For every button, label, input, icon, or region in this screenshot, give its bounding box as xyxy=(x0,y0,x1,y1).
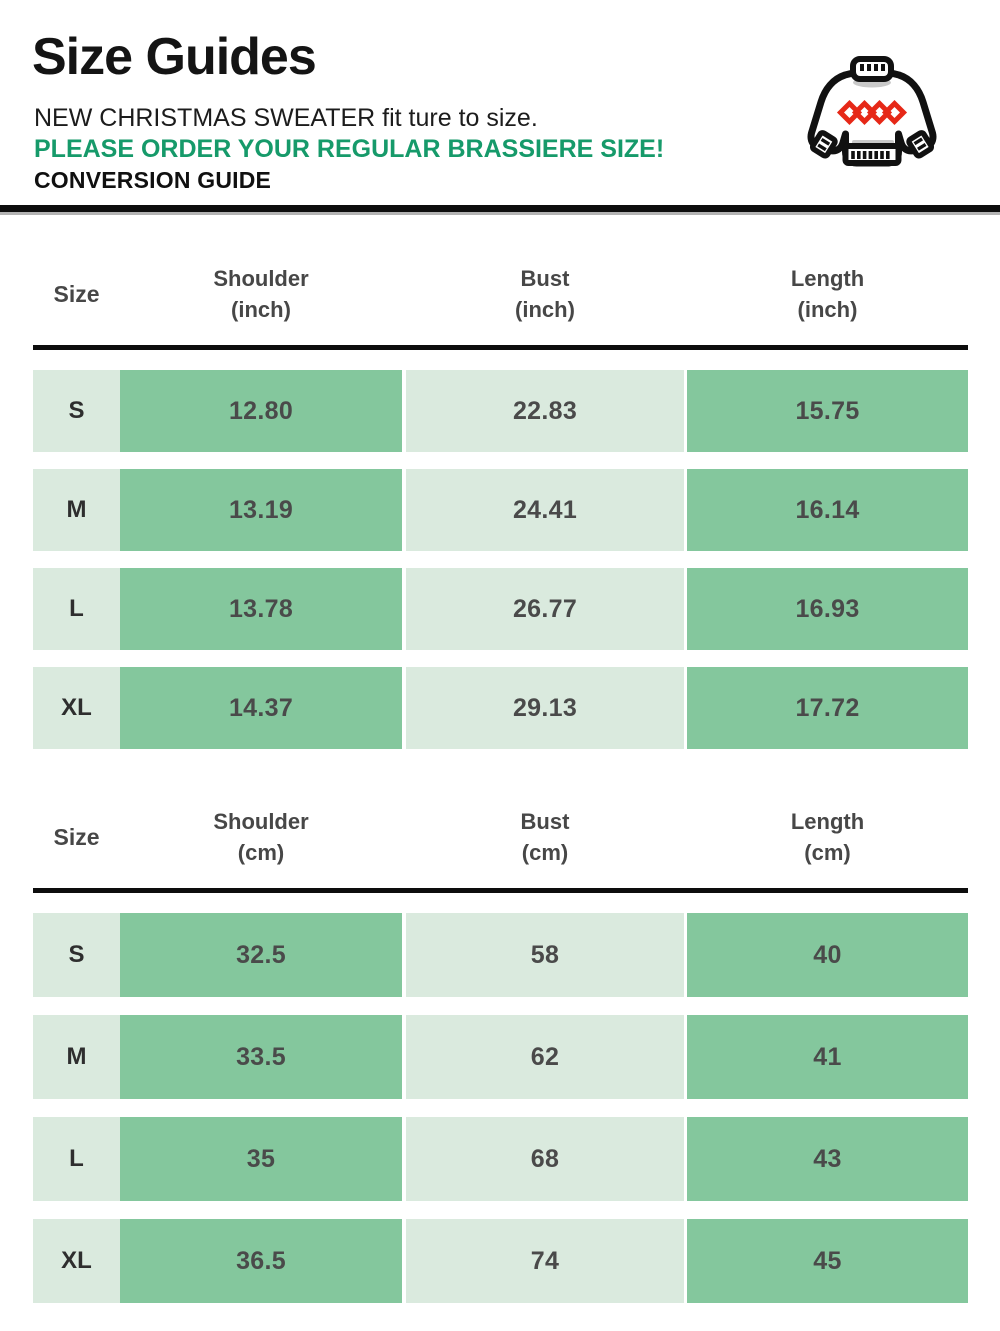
size-label: M xyxy=(33,469,120,551)
length-value: 43 xyxy=(687,1117,968,1201)
column-header-bust: Bust (inch) xyxy=(406,263,684,325)
column-header-label: Length xyxy=(790,809,865,834)
length-value: 40 xyxy=(687,913,968,997)
column-header-unit: (cm) xyxy=(521,840,569,865)
length-value: 16.14 xyxy=(687,469,968,551)
bust-value: 58 xyxy=(406,913,684,997)
column-header-unit: (inch) xyxy=(515,297,575,322)
shoulder-value: 35 xyxy=(120,1117,402,1201)
column-header-unit: (cm) xyxy=(237,840,285,865)
table-header-row: Size Shoulder (cm) Bust (cm) Length (cm) xyxy=(33,793,968,881)
column-header-size: Size xyxy=(53,280,100,307)
column-header-unit: (inch) xyxy=(797,297,858,322)
size-label: S xyxy=(33,370,120,452)
length-value: 15.75 xyxy=(687,370,968,452)
column-header-length: Length (cm) xyxy=(687,806,968,868)
length-value: 16.93 xyxy=(687,568,968,650)
bust-value: 22.83 xyxy=(406,370,684,452)
table-row-l: L 13.78 26.77 16.93 xyxy=(33,568,968,650)
header-divider xyxy=(0,205,1000,215)
size-label: L xyxy=(33,568,120,650)
order-notice-text: PLEASE ORDER YOUR REGULAR BRASSIERE SIZE… xyxy=(34,135,665,163)
length-value: 45 xyxy=(687,1219,968,1303)
table-header-row: Size Shoulder (inch) Bust (inch) Length … xyxy=(33,250,968,338)
size-label: M xyxy=(33,1015,120,1099)
table-body: S 32.5 58 40 M 33.5 62 41 L 35 68 43 XL … xyxy=(33,913,968,1303)
length-value: 41 xyxy=(687,1015,968,1099)
shoulder-value: 14.37 xyxy=(120,667,402,749)
table-row-xl: XL 14.37 29.13 17.72 xyxy=(33,667,968,749)
table-row-s: S 12.80 22.83 15.75 xyxy=(33,370,968,452)
table-row-m: M 33.5 62 41 xyxy=(33,1015,968,1099)
column-header-label: Bust xyxy=(520,809,570,834)
length-value: 17.72 xyxy=(687,667,968,749)
bust-value: 26.77 xyxy=(406,568,684,650)
column-header-length: Length (inch) xyxy=(687,263,968,325)
table-row-xl: XL 36.5 74 45 xyxy=(33,1219,968,1303)
shoulder-value: 12.80 xyxy=(120,370,402,452)
subtitle-text: NEW CHRISTMAS SWEATER fit ture to size. xyxy=(34,104,538,132)
conversion-guide-label: CONVERSION GUIDE xyxy=(34,167,272,193)
size-label: S xyxy=(33,913,120,997)
christmas-sweater-icon xyxy=(807,56,937,167)
column-header-unit: (inch) xyxy=(231,297,291,322)
shoulder-value: 32.5 xyxy=(120,913,402,997)
shoulder-value: 13.19 xyxy=(120,469,402,551)
bust-value: 74 xyxy=(406,1219,684,1303)
size-label: XL xyxy=(33,667,120,749)
table-body: S 12.80 22.83 15.75 M 13.19 24.41 16.14 … xyxy=(33,370,968,749)
column-header-label: Bust xyxy=(520,266,570,291)
column-header-shoulder: Shoulder (cm) xyxy=(120,806,402,868)
size-label: XL xyxy=(33,1219,120,1303)
column-header-label: Length xyxy=(790,266,865,291)
bust-value: 62 xyxy=(406,1015,684,1099)
table-header-rule xyxy=(33,888,968,893)
page-title: Size Guides xyxy=(32,28,317,86)
size-table-inch: Size Shoulder (inch) Bust (inch) Length … xyxy=(33,250,968,749)
column-header-label: Shoulder xyxy=(213,266,309,291)
table-row-m: M 13.19 24.41 16.14 xyxy=(33,469,968,551)
bust-value: 68 xyxy=(406,1117,684,1201)
column-header-shoulder: Shoulder (inch) xyxy=(120,263,402,325)
table-header-rule xyxy=(33,345,968,350)
table-row-l: L 35 68 43 xyxy=(33,1117,968,1201)
column-header-unit: (cm) xyxy=(804,840,851,865)
table-row-s: S 32.5 58 40 xyxy=(33,913,968,997)
column-header-label: Shoulder xyxy=(213,809,309,834)
size-table-cm: Size Shoulder (cm) Bust (cm) Length (cm)… xyxy=(33,793,968,1303)
shoulder-value: 36.5 xyxy=(120,1219,402,1303)
size-label: L xyxy=(33,1117,120,1201)
shoulder-value: 33.5 xyxy=(120,1015,402,1099)
bust-value: 24.41 xyxy=(406,469,684,551)
column-header-size: Size xyxy=(53,823,100,850)
bust-value: 29.13 xyxy=(406,667,684,749)
column-header-bust: Bust (cm) xyxy=(406,806,684,868)
shoulder-value: 13.78 xyxy=(120,568,402,650)
